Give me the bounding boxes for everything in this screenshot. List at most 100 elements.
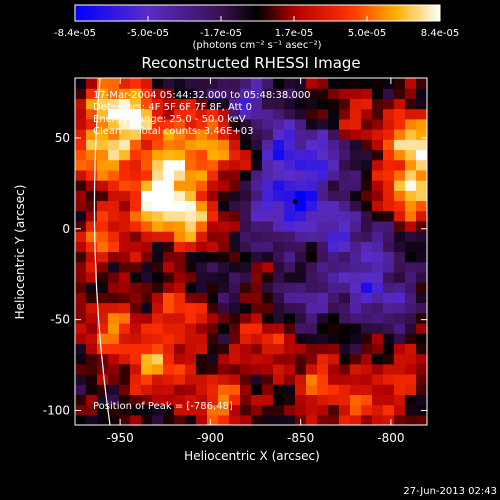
heatmap-cell bbox=[350, 88, 362, 100]
heatmap-cell bbox=[86, 333, 98, 344]
heatmap-cell bbox=[251, 210, 263, 222]
heatmap-cell bbox=[163, 384, 175, 395]
heatmap-cell bbox=[185, 271, 197, 283]
heatmap-cell bbox=[229, 312, 241, 324]
heatmap-cell bbox=[130, 384, 142, 395]
heatmap-cell bbox=[416, 139, 427, 151]
heatmap-cell bbox=[163, 404, 175, 416]
heatmap-cell bbox=[328, 149, 340, 161]
heatmap-cell bbox=[163, 180, 175, 191]
heatmap-cell bbox=[75, 108, 87, 120]
heatmap-cell bbox=[416, 231, 427, 242]
heatmap-cell bbox=[240, 180, 252, 191]
heatmap-cell bbox=[185, 261, 197, 273]
heatmap-cell bbox=[229, 210, 241, 222]
heatmap-cell bbox=[251, 271, 263, 283]
heatmap-cell bbox=[361, 220, 373, 232]
heatmap-cell bbox=[218, 302, 230, 314]
heatmap-cell bbox=[372, 78, 384, 89]
heatmap-cell bbox=[350, 159, 362, 171]
heatmap-cell bbox=[218, 414, 230, 425]
heatmap-cell bbox=[185, 220, 197, 232]
heatmap-cell bbox=[284, 302, 296, 314]
heatmap-cell bbox=[174, 394, 186, 406]
heatmap-cell bbox=[295, 333, 307, 344]
heatmap-cell bbox=[196, 108, 208, 120]
heatmap-cell bbox=[317, 414, 329, 425]
heatmap-cell bbox=[174, 118, 186, 130]
heatmap-cell bbox=[119, 231, 131, 242]
heatmap-cell bbox=[383, 251, 395, 263]
heatmap-cell bbox=[361, 200, 373, 212]
heatmap-cell bbox=[97, 373, 109, 385]
heatmap-cell bbox=[350, 384, 362, 395]
heatmap-cell bbox=[251, 180, 263, 191]
heatmap-cell bbox=[119, 282, 131, 293]
heatmap-cell bbox=[75, 200, 87, 212]
heatmap-cell bbox=[86, 200, 98, 212]
heatmap-cell bbox=[185, 322, 197, 334]
heatmap-cell bbox=[174, 169, 186, 181]
heatmap-cell bbox=[416, 343, 427, 355]
heatmap-cell bbox=[394, 261, 406, 273]
heatmap-cell bbox=[339, 414, 351, 425]
heatmap-cell bbox=[328, 118, 340, 130]
heatmap-cell bbox=[328, 363, 340, 375]
heatmap-cell bbox=[240, 271, 252, 283]
heatmap-cell bbox=[383, 343, 395, 355]
heatmap-cell bbox=[295, 302, 307, 314]
heatmap-cell bbox=[416, 88, 427, 100]
heatmap-cell bbox=[262, 149, 274, 161]
heatmap-cell bbox=[108, 271, 120, 283]
heatmap-cell bbox=[361, 241, 373, 253]
heatmap-cell bbox=[405, 220, 417, 232]
heatmap-cell bbox=[284, 210, 296, 222]
heatmap-cell bbox=[317, 139, 329, 151]
heatmap-cell bbox=[295, 363, 307, 375]
heatmap-cell bbox=[361, 88, 373, 100]
heatmap-cell bbox=[262, 129, 274, 140]
heatmap-cell bbox=[108, 231, 120, 242]
heatmap-cell bbox=[284, 292, 296, 304]
heatmap-cell bbox=[284, 363, 296, 375]
heatmap-cell bbox=[218, 343, 230, 355]
heatmap-cell bbox=[361, 384, 373, 395]
heatmap-cell bbox=[350, 190, 362, 202]
heatmap-cell bbox=[328, 271, 340, 283]
heatmap-cell bbox=[152, 282, 164, 293]
peak-position-label: Position of Peak = [-786,48] bbox=[93, 401, 233, 412]
heatmap-cell bbox=[174, 322, 186, 334]
x-tick-label: -950 bbox=[107, 431, 134, 445]
heatmap-cell bbox=[372, 312, 384, 324]
heatmap-cell bbox=[207, 108, 219, 120]
heatmap-cell bbox=[207, 312, 219, 324]
heatmap-cell bbox=[174, 108, 186, 120]
heatmap-cell bbox=[174, 231, 186, 242]
heatmap-cell bbox=[416, 129, 427, 140]
heatmap-cell bbox=[174, 282, 186, 293]
footer-timestamp: 27-Jun-2013 02:43 bbox=[403, 486, 497, 497]
heatmap-cell bbox=[394, 282, 406, 293]
heatmap-cell bbox=[174, 414, 186, 425]
heatmap-cell bbox=[273, 292, 285, 304]
heatmap-cell bbox=[273, 139, 285, 151]
heatmap-cell bbox=[108, 333, 120, 344]
heatmap-cell bbox=[350, 373, 362, 385]
heatmap-cell bbox=[86, 88, 98, 100]
heatmap-cell bbox=[350, 231, 362, 242]
heatmap-cell bbox=[75, 251, 87, 263]
heatmap-cell bbox=[119, 169, 131, 181]
heatmap-cell bbox=[75, 149, 87, 161]
heatmap-cell bbox=[339, 149, 351, 161]
heatmap-cell bbox=[196, 261, 208, 273]
heatmap-cell bbox=[284, 220, 296, 232]
heatmap-cell bbox=[108, 88, 120, 100]
heatmap-cell bbox=[372, 241, 384, 253]
heatmap-cell bbox=[185, 312, 197, 324]
heatmap-cell bbox=[383, 200, 395, 212]
heatmap-cell bbox=[350, 169, 362, 181]
heatmap-cell bbox=[383, 139, 395, 151]
heatmap-cell bbox=[394, 159, 406, 171]
heatmap-cell bbox=[196, 353, 208, 365]
heatmap-cell bbox=[141, 139, 153, 151]
